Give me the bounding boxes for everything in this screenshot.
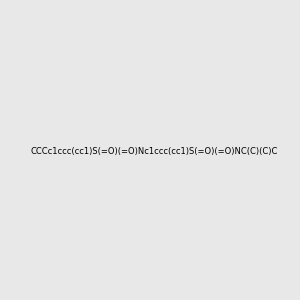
Text: CCCc1ccc(cc1)S(=O)(=O)Nc1ccc(cc1)S(=O)(=O)NC(C)(C)C: CCCc1ccc(cc1)S(=O)(=O)Nc1ccc(cc1)S(=O)(=… xyxy=(30,147,278,156)
